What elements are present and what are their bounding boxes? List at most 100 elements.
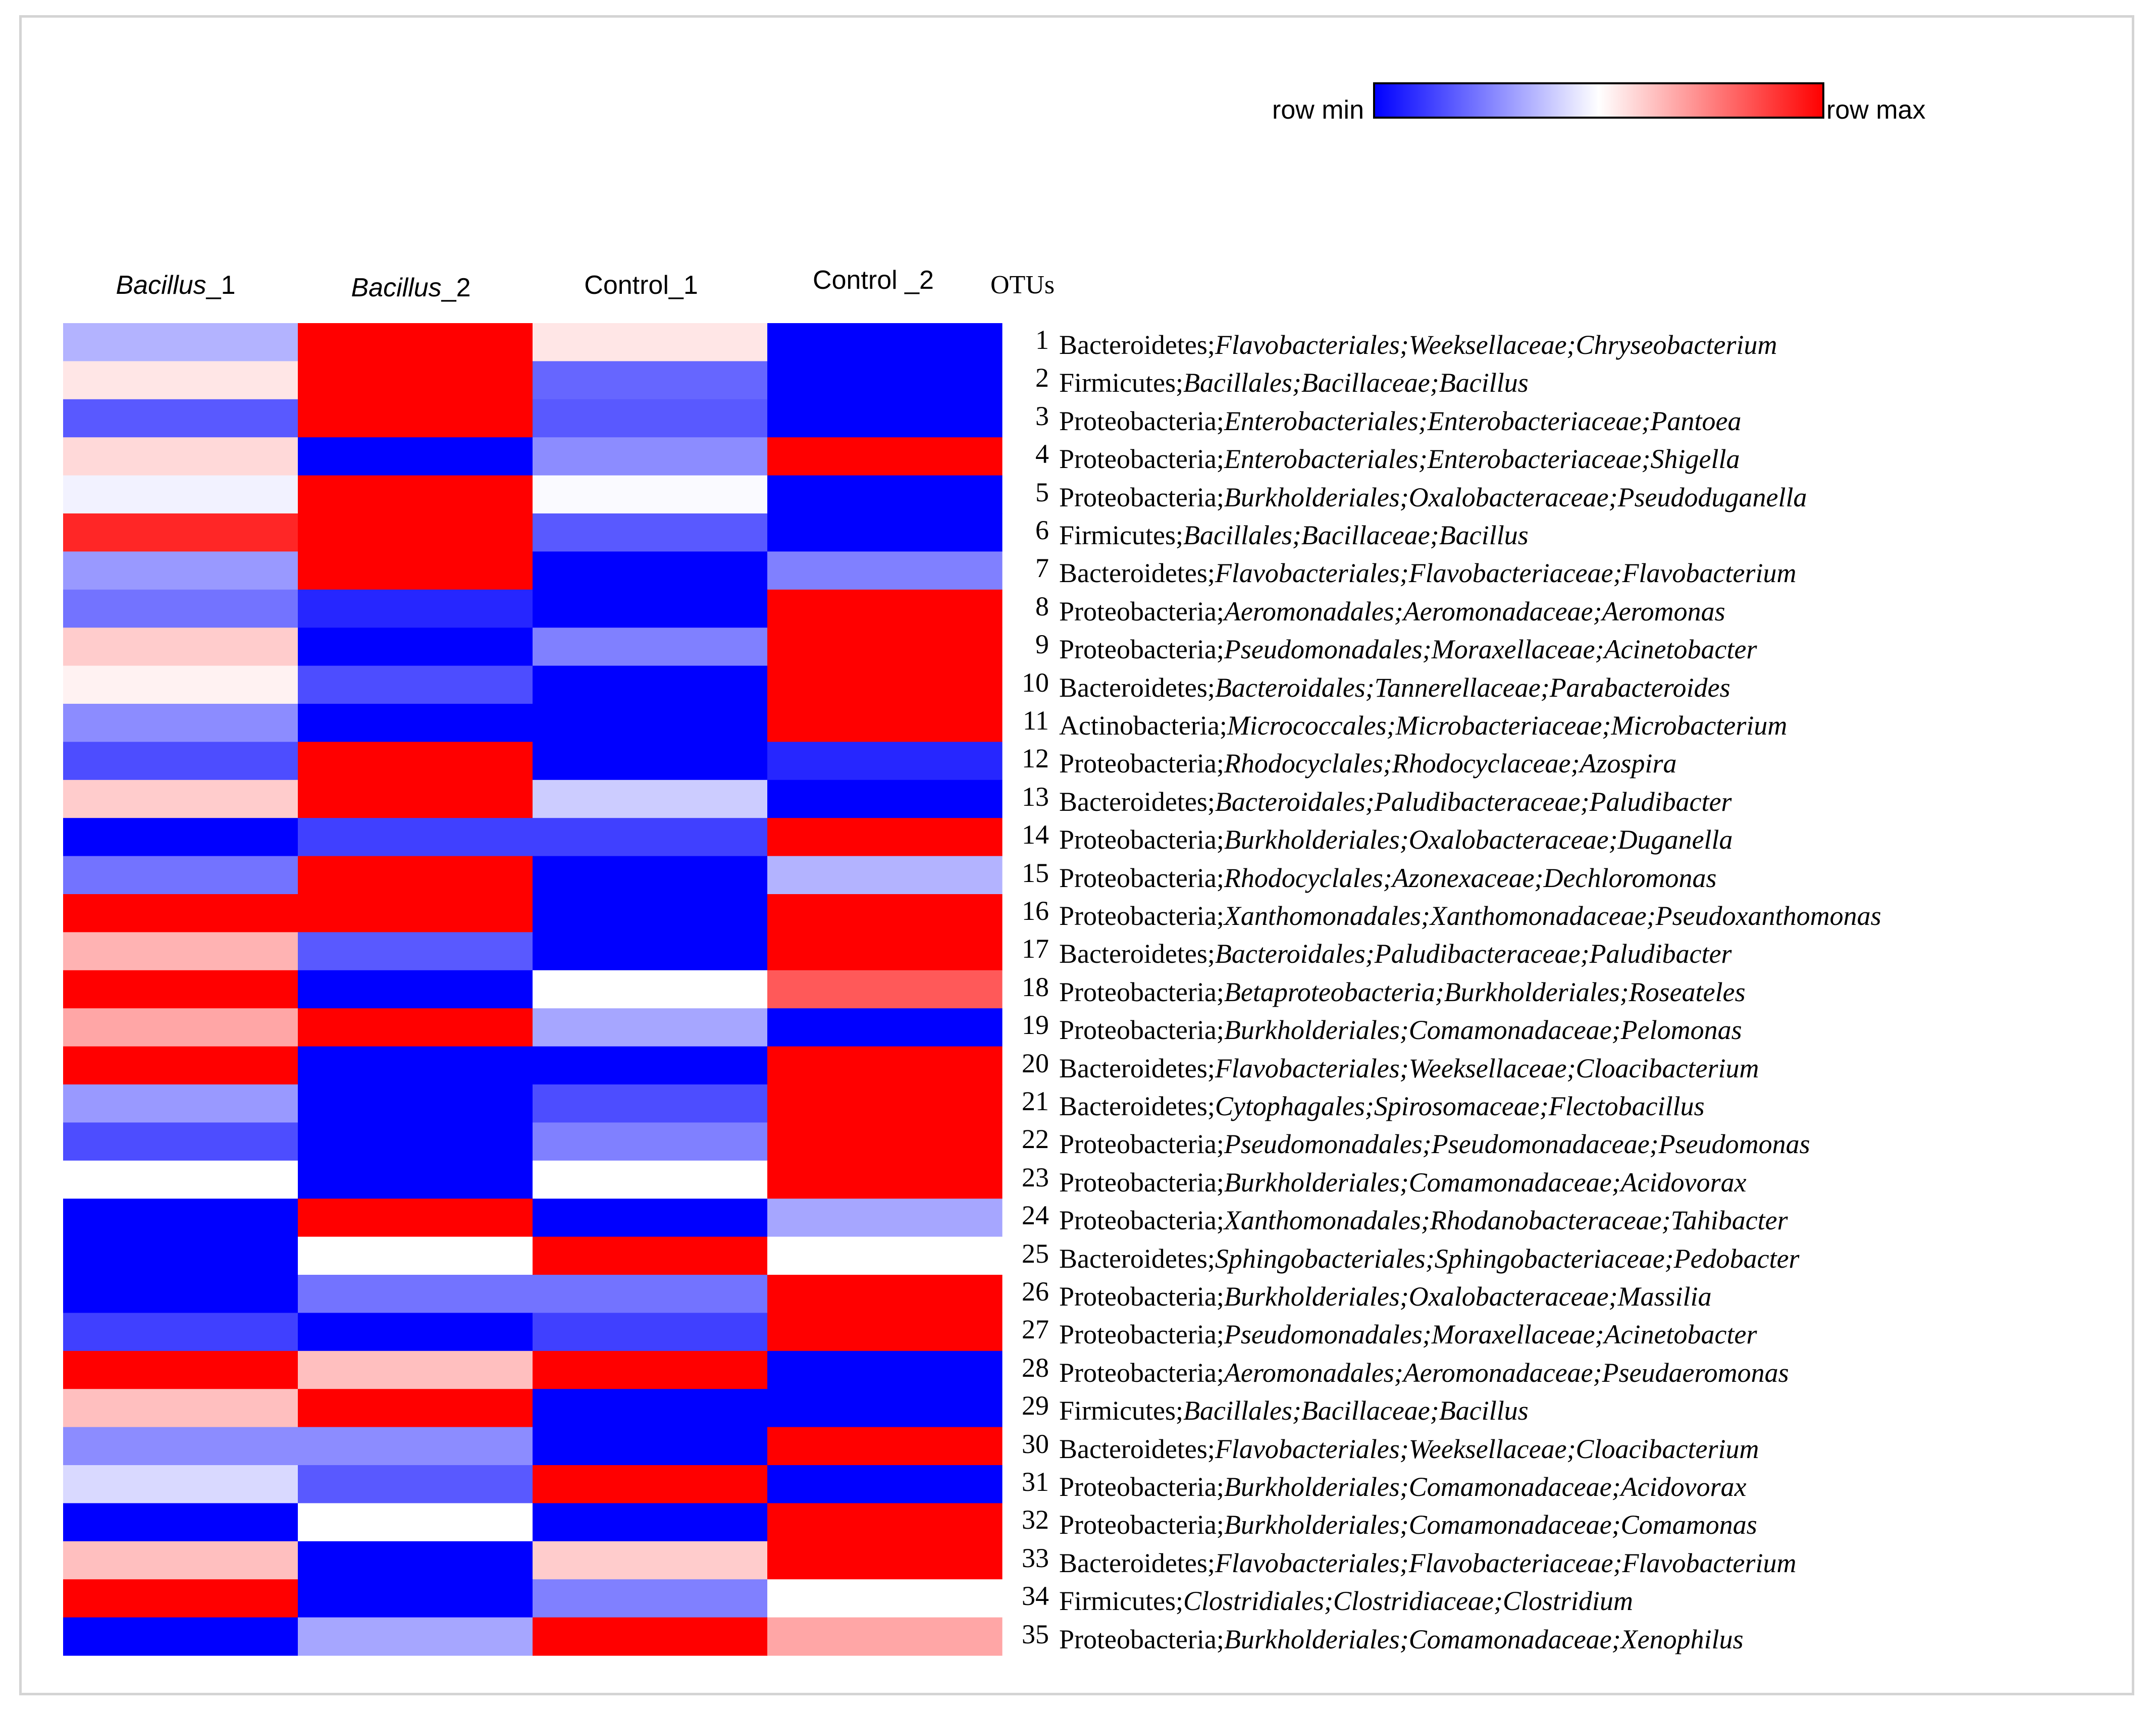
heatmap-cell [298,780,533,818]
heatmap-cell [298,1465,533,1503]
heatmap-cell [63,513,298,552]
heatmap-cell [63,932,298,971]
heatmap-cell [533,589,768,628]
heatmap-cell [298,628,533,666]
taxon-phylum: Proteobacteria; [1059,1129,1224,1160]
otu-taxonomy: Bacteroidetes;Cytophagales;Spirosomaceae… [1059,1091,1705,1122]
otu-number: 29 [1022,1390,1049,1421]
taxon-lineage: Rhodocyclales;Rhodocyclaceae;Azospira [1224,748,1677,779]
taxon-phylum: Proteobacteria; [1059,1472,1224,1502]
heatmap-cell [767,399,1003,438]
heatmap-cell [298,932,533,971]
heatmap-cell [767,970,1003,1009]
taxon-lineage: Rhodocyclales;Azonexaceae;Dechloromonas [1224,862,1717,893]
taxon-lineage: Bacteroidales;Paludibacteraceae;Paludiba… [1215,939,1732,969]
taxon-lineage: Pseudomonadales;Moraxellaceae;Acinetobac… [1224,1319,1757,1350]
otu-number: 30 [1022,1428,1049,1459]
taxon-phylum: Proteobacteria; [1059,1510,1224,1540]
heatmap-cell [533,1389,768,1428]
otu-taxonomy: Proteobacteria;Burkholderiales;Comamonad… [1059,1167,1747,1198]
heatmap-cell [63,1275,298,1313]
heatmap-cell [767,894,1003,932]
heatmap-cell [63,551,298,590]
column-header-prefix: Bacillus [116,271,206,300]
heatmap-cell [767,1465,1003,1503]
taxon-lineage: Micrococcales;Microbacteriaceae;Microbac… [1227,710,1787,741]
taxon-phylum: Proteobacteria; [1059,1281,1224,1312]
heatmap-cell [533,856,768,895]
otu-number: 35 [1022,1619,1049,1649]
otu-taxonomy: Proteobacteria;Rhodocyclales;Azonexaceae… [1059,862,1717,894]
heatmap-cell [533,818,768,857]
heatmap-cell [63,1541,298,1580]
taxon-lineage: Burkholderiales;Comamonadaceae;Comamonas [1224,1510,1757,1540]
taxon-phylum: Proteobacteria; [1059,634,1224,665]
heatmap-cell [63,1351,298,1389]
otu-number: 7 [1035,553,1049,584]
heatmap-cell [533,1046,768,1085]
otu-taxonomy: Bacteroidetes;Bacteroidales;Paludibacter… [1059,786,1732,817]
heatmap-cell [533,399,768,438]
taxon-lineage: Cytophagales;Spirosomaceae;Flectobacillu… [1215,1091,1705,1121]
heatmap-cell [298,856,533,895]
heatmap-cell [533,1084,768,1123]
taxon-lineage: Aeromonadales;Aeromonadaceae;Aeromonas [1224,596,1725,627]
heatmap-cell [533,742,768,781]
column-header-prefix: Bacillus [351,273,442,302]
heatmap-cell [767,1541,1003,1580]
taxon-lineage: Bacillales;Bacillaceae;Bacillus [1183,368,1529,398]
column-header: Control_1 [525,270,757,300]
heatmap-cell [298,513,533,552]
taxon-lineage: Xanthomonadales;Xanthomonadaceae;Pseudox… [1224,901,1881,931]
heatmap-cell [63,818,298,857]
heatmap-cell [767,551,1003,590]
heatmap-cell [63,323,298,361]
column-header-suffix: _1 [206,271,236,300]
taxon-phylum: Bacteroidetes; [1059,1243,1215,1274]
heatmap-cell [63,742,298,781]
heatmap-cell [767,437,1003,476]
heatmap-cell [63,704,298,742]
taxon-lineage: Burkholderiales;Comamonadaceae;Xenophilu… [1224,1624,1744,1654]
heatmap-cell [767,1008,1003,1047]
otu-number: 26 [1022,1276,1049,1307]
heatmap-cell [767,1351,1003,1389]
heatmap-cell [298,894,533,932]
taxon-lineage: Flavobacteriales;Flavobacteriaceae;Flavo… [1215,1547,1797,1578]
heatmap-cell [298,475,533,514]
heatmap-cell [63,856,298,895]
heatmap-cell [767,1579,1003,1618]
otu-taxonomy: Proteobacteria;Burkholderiales;Comamonad… [1059,1509,1757,1540]
heatmap-cell [767,513,1003,552]
heatmap-cell [63,1617,298,1656]
otu-taxonomy: Bacteroidetes;Flavobacteriales;Weeksella… [1059,1053,1759,1084]
taxon-lineage: Burkholderiales;Comamonadaceae;Acidovora… [1224,1167,1747,1198]
heatmap-cell [533,1617,768,1656]
heatmap-cells [63,323,1003,1656]
taxon-phylum: Bacteroidetes; [1059,558,1215,589]
taxon-lineage: Burkholderiales;Oxalobacteraceae;Massili… [1224,1281,1712,1312]
taxon-lineage: Enterobacteriales;Enterobacteriaceae;Shi… [1224,444,1740,475]
heatmap-cell [533,475,768,514]
taxon-phylum: Proteobacteria; [1059,901,1224,931]
heatmap-cell [767,1160,1003,1199]
otu-number: 9 [1035,629,1049,660]
taxon-lineage: Pseudomonadales;Pseudomonadaceae;Pseudom… [1224,1129,1810,1160]
otu-number: 22 [1022,1124,1049,1155]
otu-number: 1 [1035,325,1049,355]
heatmap-cell [298,1046,533,1085]
heatmap-cell [767,475,1003,514]
otu-number: 19 [1022,1010,1049,1041]
heatmap-cell [533,513,768,552]
heatmap-cell [63,1313,298,1352]
taxon-phylum: Proteobacteria; [1059,482,1224,512]
heatmap-cell [63,475,298,514]
otu-taxonomy: Firmicutes;Clostridiales;Clostridiaceae;… [1059,1585,1633,1617]
taxon-phylum: Proteobacteria; [1059,976,1224,1007]
taxon-lineage: Burkholderiales;Oxalobacteraceae;Duganel… [1224,824,1733,855]
heatmap-cell [63,1503,298,1542]
heatmap-cell [63,1389,298,1428]
heatmap-cell [63,437,298,476]
heatmap-cell [767,361,1003,400]
heatmap-cell [767,1275,1003,1313]
